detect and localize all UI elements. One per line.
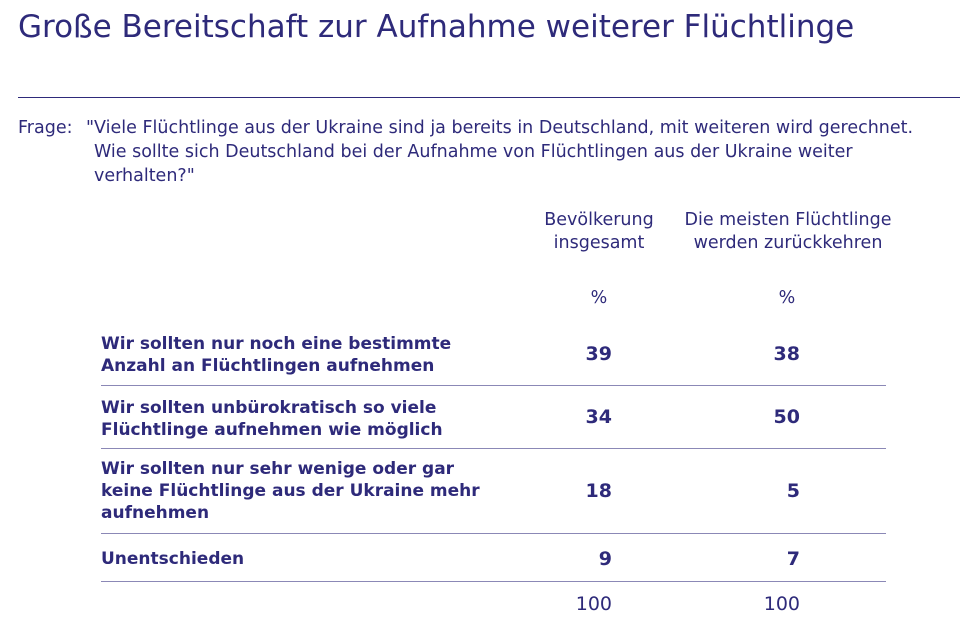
row-separator (101, 385, 886, 386)
column-header-population: Bevölkerung insgesamt (544, 210, 654, 253)
row-separator (101, 581, 886, 582)
row-separator (101, 448, 886, 449)
table-cell-value: 50 (773, 406, 800, 428)
table-cell-value: 18 (585, 480, 612, 502)
title-rule (18, 97, 960, 98)
table-row-label: Wir sollten nur noch eine bestimmte Anza… (101, 334, 452, 376)
table-cell-value: 38 (773, 343, 800, 365)
total-return: 100 (763, 593, 800, 615)
table-cell-value: 34 (585, 406, 612, 428)
column-unit-population: % (590, 288, 608, 308)
table-row-label: Wir sollten unbürokratisch so viele Flüc… (101, 398, 443, 440)
question-text: "Viele Flüchtlinge aus der Ukraine sind … (86, 118, 914, 186)
table-row-label: Unentschieden (101, 549, 245, 569)
page-title: Große Bereitschaft zur Aufnahme weiterer… (18, 9, 855, 45)
column-header-return: Die meisten Flüchtlinge werden zurückkeh… (684, 210, 892, 253)
row-separator (101, 533, 886, 534)
table-cell-value: 7 (786, 548, 800, 570)
table-cell-value: 5 (786, 480, 800, 502)
total-population: 100 (575, 593, 612, 615)
table-cell-value: 9 (598, 548, 612, 570)
table-cell-value: 39 (585, 343, 612, 365)
question-label: Frage: (18, 118, 73, 138)
column-unit-return: % (778, 288, 796, 308)
table-row-label: Wir sollten nur sehr wenige oder gar kei… (101, 459, 480, 523)
